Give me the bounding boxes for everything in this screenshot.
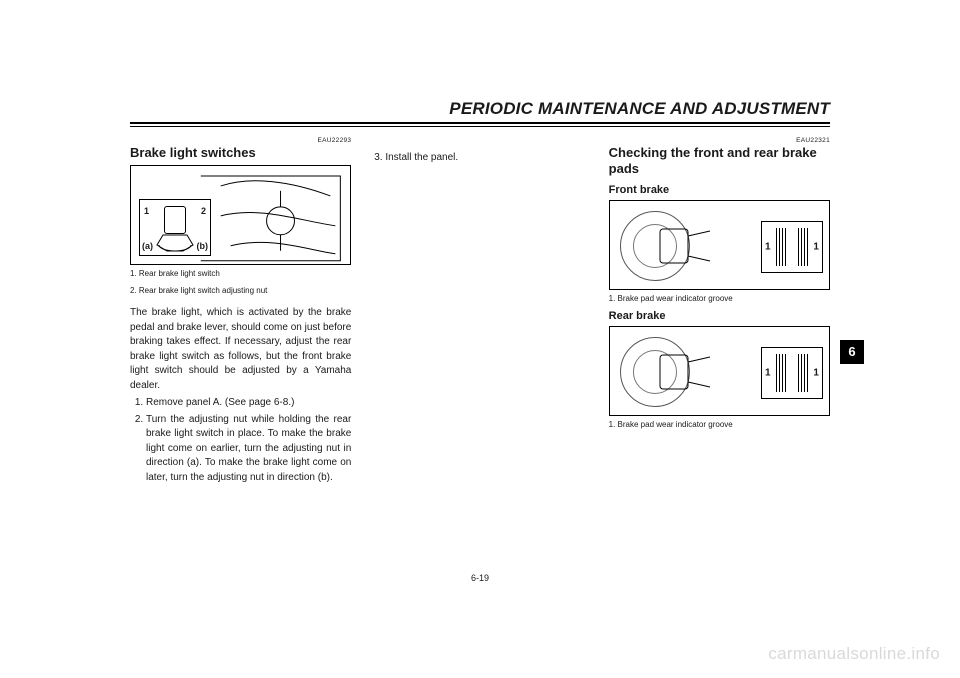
- callout-number: 1: [765, 367, 771, 378]
- figure-caption-2: 2. Rear brake light switch adjusting nut: [130, 286, 351, 296]
- subheading-rear-brake: Rear brake: [609, 310, 830, 322]
- brake-pad-icon: [798, 228, 808, 266]
- columns: EAU22293 Brake light switches: [130, 137, 830, 487]
- figure-label-b: (b): [197, 241, 209, 251]
- rule-top: [130, 122, 830, 124]
- brake-pad-icon: [798, 354, 808, 392]
- figure-brake-light-switch: 1 2 (a) (b): [130, 165, 351, 265]
- figure-label-1: 1: [144, 206, 149, 216]
- figure-caption-1: 1. Rear brake light switch: [130, 269, 351, 279]
- rule-bottom: [130, 126, 830, 127]
- column-1: EAU22293 Brake light switches: [130, 137, 351, 487]
- instruction-list: Remove panel A. (See page 6-8.) Turn the…: [130, 396, 351, 485]
- caliper-icon: [655, 221, 715, 276]
- callout-number: 1: [765, 241, 771, 252]
- list-item: Install the panel.: [385, 151, 590, 166]
- callout-number: 1: [813, 367, 819, 378]
- list-item: Turn the adjusting nut while holding the…: [146, 413, 351, 486]
- doc-id: EAU22321: [609, 137, 830, 144]
- watermark: carmanualsonline.info: [768, 644, 940, 664]
- brake-pad-callout: 1 1: [761, 221, 823, 273]
- callout-number: 1: [813, 241, 819, 252]
- brake-pad-icon: [776, 228, 786, 266]
- column-2: Install the panel.: [369, 137, 590, 487]
- manual-page: PERIODIC MAINTENANCE AND ADJUSTMENT EAU2…: [130, 95, 830, 583]
- figure-front-brake: 1 1: [609, 200, 830, 290]
- adjusting-nut-icon: [153, 231, 197, 253]
- page-number: 6-19: [130, 573, 830, 583]
- subheading-front-brake: Front brake: [609, 184, 830, 196]
- instruction-list-continued: Install the panel.: [369, 151, 590, 166]
- figure-caption-front: 1. Brake pad wear indicator groove: [609, 294, 830, 304]
- page-title: PERIODIC MAINTENANCE AND ADJUSTMENT: [130, 99, 830, 119]
- column-3: EAU22321 Checking the front and rear bra…: [609, 137, 830, 487]
- chapter-tab: 6: [840, 340, 864, 364]
- switch-knob-icon: [164, 206, 186, 234]
- figure-label-a: (a): [142, 241, 153, 251]
- spacer: [369, 137, 590, 151]
- doc-id: EAU22293: [130, 137, 351, 144]
- section-heading-brake-pads: Checking the front and rear brake pads: [609, 145, 830, 178]
- brake-pad-icon: [776, 354, 786, 392]
- figure-inset: 1 2 (a) (b): [139, 199, 211, 256]
- figure-label-2: 2: [201, 206, 206, 216]
- figure-rear-brake: 1 1: [609, 326, 830, 416]
- caliper-icon: [655, 347, 715, 402]
- section-heading-brake-light-switches: Brake light switches: [130, 145, 351, 161]
- brake-pad-callout: 1 1: [761, 347, 823, 399]
- list-item: Remove panel A. (See page 6-8.): [146, 396, 351, 411]
- body-paragraph: The brake light, which is activated by t…: [130, 306, 351, 393]
- figure-caption-rear: 1. Brake pad wear indicator groove: [609, 420, 830, 430]
